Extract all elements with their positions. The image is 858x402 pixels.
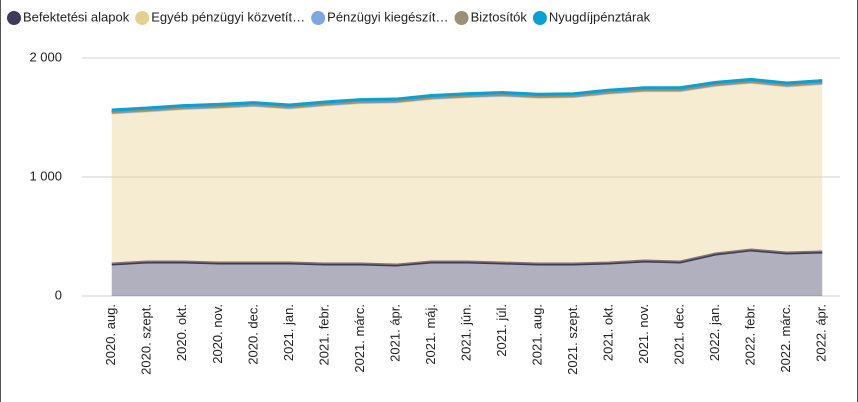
x-tick-label: 2022. jan. bbox=[707, 304, 722, 361]
x-tick-label: 2021. ápr. bbox=[387, 304, 402, 362]
x-tick-label: 2020. aug. bbox=[103, 304, 118, 365]
x-tick-label: 2021. aug. bbox=[529, 304, 544, 365]
line bbox=[111, 77, 823, 112]
legend-marker bbox=[532, 11, 547, 25]
line bbox=[111, 79, 823, 114]
x-tick-label: 2022. ápr. bbox=[814, 304, 829, 362]
y-tick-label: 0 bbox=[55, 287, 62, 302]
x-tick-label: 2022. márc. bbox=[778, 304, 793, 373]
legend-label: Befektetési alapok bbox=[23, 9, 130, 24]
y-tick-label: 1 000 bbox=[29, 168, 62, 183]
x-tick-label: 2022. febr. bbox=[743, 304, 758, 365]
x-tick-label: 2021. júl. bbox=[494, 304, 509, 357]
x-tick-label: 2021. febr. bbox=[316, 304, 331, 365]
legend-label: Egyéb pénzügyi közvetít… bbox=[151, 9, 305, 24]
legend-marker bbox=[454, 11, 469, 25]
legend-marker bbox=[7, 11, 21, 25]
legend-label: Pénzügyi kiegészít… bbox=[327, 9, 448, 24]
x-tick-label: 2020. nov. bbox=[210, 304, 225, 364]
y-tick-label: 2 000 bbox=[29, 49, 62, 64]
x-tick-label: 2020. okt. bbox=[174, 304, 189, 361]
legend-marker bbox=[311, 11, 326, 25]
legend-label: Biztosítók bbox=[471, 9, 528, 24]
line bbox=[111, 248, 823, 267]
x-tick-label: 2020. dec. bbox=[245, 304, 260, 365]
x-tick-label: 2021. jan. bbox=[281, 304, 296, 361]
area bbox=[111, 82, 823, 266]
x-tick-label: 2021. márc. bbox=[352, 304, 367, 373]
legend-marker bbox=[135, 11, 150, 25]
x-tick-label: 2021. jún. bbox=[458, 304, 473, 361]
x-tick-label: 2021. szept. bbox=[565, 304, 580, 375]
x-tick-label: 2021. nov. bbox=[636, 304, 651, 364]
x-tick-label: 2021. máj. bbox=[423, 304, 438, 365]
x-tick-label: 2021. okt. bbox=[601, 304, 616, 361]
x-tick-label: 2020. szept. bbox=[139, 304, 154, 375]
x-tick-label: 2021. dec. bbox=[672, 304, 687, 365]
legend-label: Nyugdíjpénztárak bbox=[549, 9, 651, 24]
